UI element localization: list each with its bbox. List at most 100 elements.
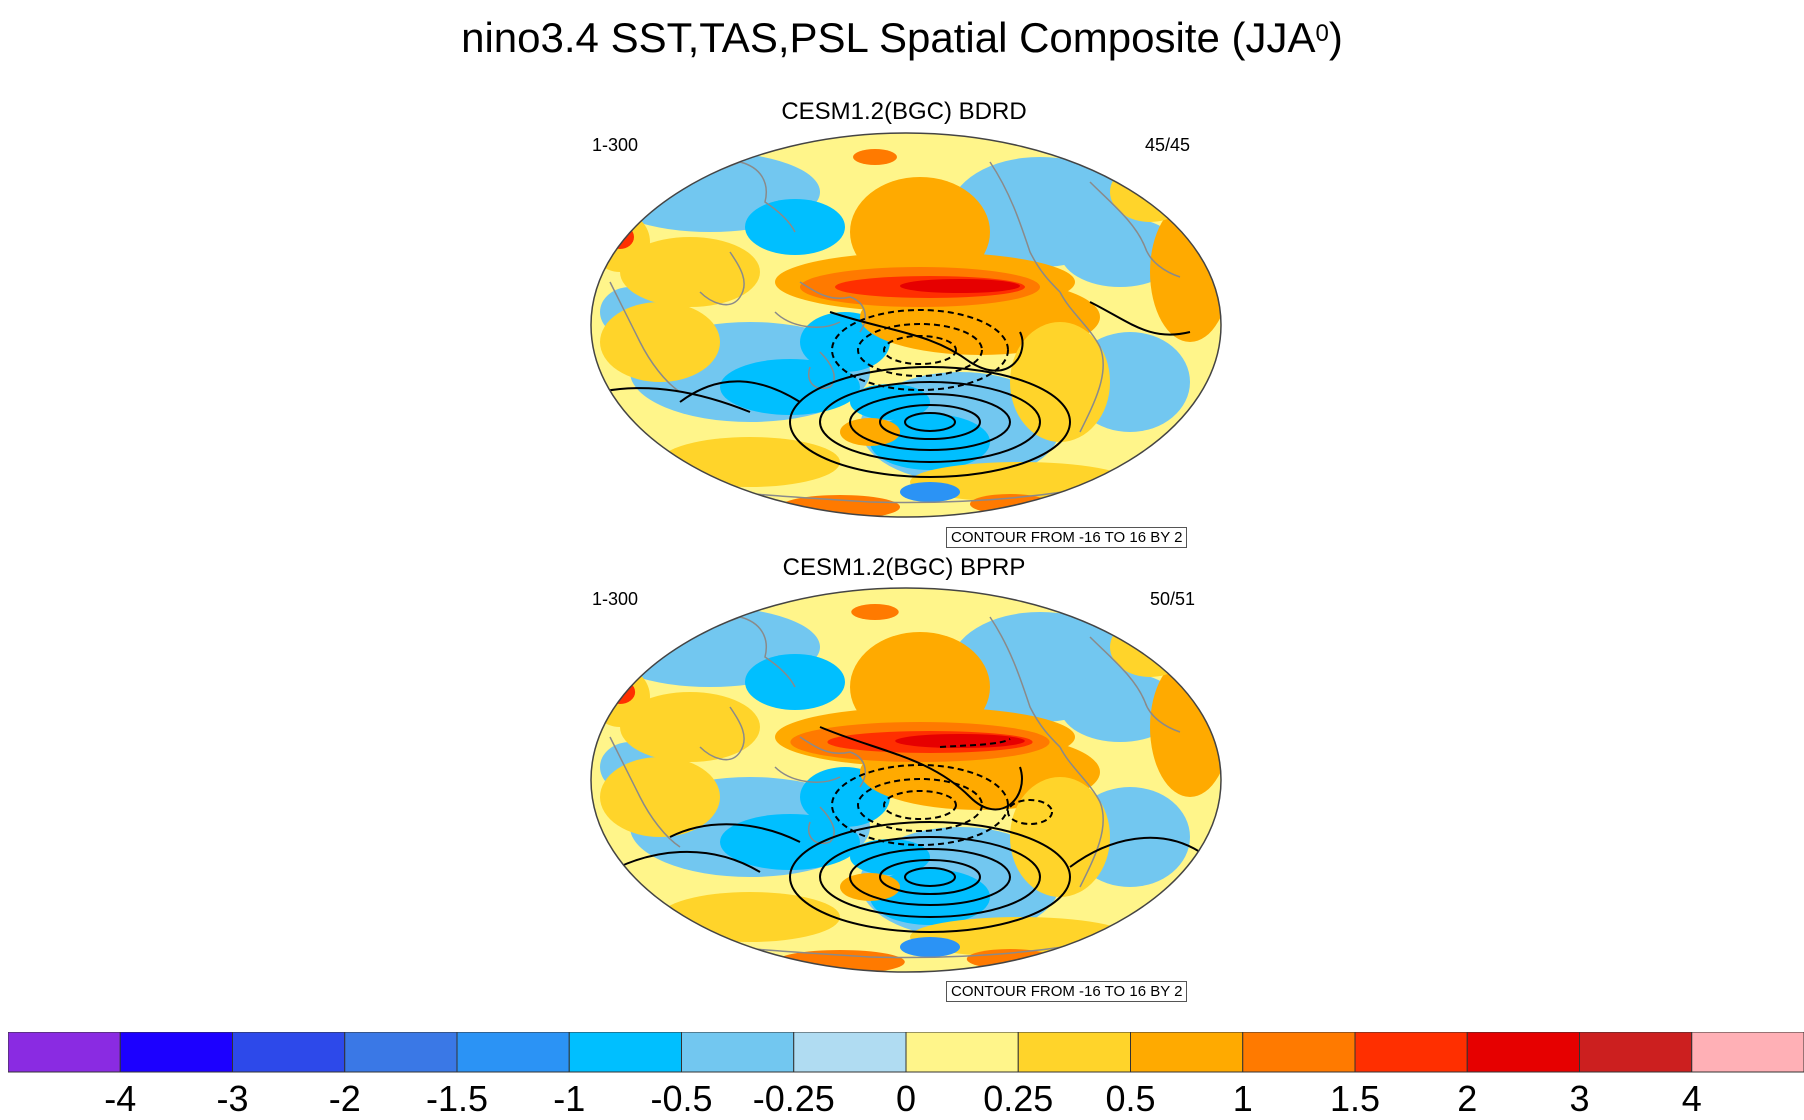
anomaly-region <box>840 873 900 901</box>
colorbar-swatch <box>1579 1032 1693 1073</box>
panel-2-left-label: 1-300 <box>592 589 639 609</box>
positive-psl-contour <box>819 381 1041 463</box>
colorbar <box>8 1032 1804 1073</box>
anomaly-region <box>853 149 897 165</box>
colorbar-tick-label: -4 <box>104 1078 137 1119</box>
anomaly-region <box>660 892 840 942</box>
anomaly-region <box>851 604 899 620</box>
panel-2-contour-note: CONTOUR FROM -16 TO 16 BY 2 <box>946 981 1188 1002</box>
anomaly-region <box>1150 657 1221 797</box>
anomaly-region <box>1150 202 1221 342</box>
anomaly-region <box>850 384 930 420</box>
anomaly-region <box>720 359 860 415</box>
colorbar-tick-label: 2 <box>1457 1078 1478 1119</box>
colorbar-tick-label: -2 <box>328 1078 361 1119</box>
coastline <box>774 766 841 783</box>
colorbar-swatch <box>344 1032 458 1073</box>
positive-psl-contour <box>1069 836 1201 868</box>
negative-psl-contour <box>883 335 957 365</box>
coastline <box>808 806 835 844</box>
positive-psl-contour <box>789 366 1071 478</box>
coastline <box>739 161 796 233</box>
colorbar-tick-label: -1.5 <box>425 1078 489 1119</box>
colorbar-tick-label: 1 <box>1232 1078 1253 1119</box>
positive-psl-contour <box>849 393 1011 451</box>
positive-psl-contour <box>669 823 801 843</box>
anomaly-region <box>850 839 930 875</box>
coastline <box>609 281 681 393</box>
colorbar-swatch <box>232 1032 346 1073</box>
colorbar-swatch <box>456 1032 570 1073</box>
panel-1-left-label: 1-300 <box>592 135 639 155</box>
positive-psl-contour <box>879 859 981 895</box>
positive-psl-contour <box>829 311 1024 372</box>
anomaly-region <box>775 950 905 972</box>
coastline <box>609 736 681 848</box>
anomaly-region <box>745 654 845 710</box>
colorbar-tick-label: 1.5 <box>1329 1078 1381 1119</box>
anomaly-region <box>720 814 860 870</box>
coastline <box>699 251 745 306</box>
coastline <box>1089 636 1181 733</box>
anomaly-region <box>780 495 900 517</box>
colorbar-swatch <box>681 1032 795 1073</box>
negative-psl-contour <box>831 309 1009 391</box>
anomaly-region <box>745 199 845 255</box>
negative-psl-contour <box>857 323 983 377</box>
anomaly-region <box>900 937 960 957</box>
coastline <box>1089 181 1181 278</box>
colorbar-swatch <box>793 1032 907 1073</box>
negative-psl-contour <box>857 778 983 832</box>
figure-title: nino3.4 SST,TAS,PSL Spatial Composite (J… <box>461 14 1343 61</box>
panel-2-title: CESM1.2(BGC) BPRP <box>782 554 1026 581</box>
panel-1-right-label: 45/45 <box>1145 135 1191 155</box>
positive-psl-contour <box>904 412 956 432</box>
panel-2-right-label: 50/51 <box>1150 589 1196 609</box>
positive-psl-contour <box>819 726 1023 811</box>
anomaly-region <box>1060 672 1180 742</box>
positive-psl-contour <box>879 404 981 440</box>
anomaly-region <box>620 692 760 762</box>
anomaly-region <box>870 869 990 925</box>
positive-psl-contour <box>1089 301 1191 336</box>
colorbar-tick-label: 0 <box>895 1078 917 1119</box>
anomaly-region <box>600 757 720 837</box>
panel-1-title: CESM1.2(BGC) BDRD <box>781 98 1027 125</box>
colorbar-swatch <box>1354 1032 1468 1073</box>
anomaly-region <box>1010 777 1110 897</box>
colorbar-swatch <box>1130 1032 1244 1073</box>
colorbar-tick-label: 0.25 <box>983 1078 1054 1119</box>
colorbar-tick-label: -0.5 <box>650 1078 713 1119</box>
positive-psl-contour <box>789 821 1071 933</box>
anomaly-region <box>840 418 900 446</box>
anomaly-region <box>1010 322 1110 442</box>
coastline <box>739 616 796 688</box>
negative-psl-contour <box>831 764 1009 846</box>
negative-psl-contour <box>939 738 1011 748</box>
anomaly-region <box>635 490 735 514</box>
positive-psl-contour <box>904 867 956 887</box>
anomaly-region <box>1060 217 1180 287</box>
colorbar-swatch <box>568 1032 682 1073</box>
colorbar-swatch <box>1242 1032 1356 1073</box>
coastline <box>808 351 835 389</box>
anomaly-region <box>631 945 739 969</box>
colorbar-swatch <box>8 1032 121 1073</box>
coastline <box>774 311 841 328</box>
panel-1-map <box>590 132 1222 518</box>
colorbar-swatch <box>1691 1032 1804 1073</box>
colorbar-swatch <box>905 1032 1019 1073</box>
anomaly-region <box>600 302 720 382</box>
colorbar-tick-label: -1 <box>553 1078 586 1119</box>
colorbar-swatch <box>1017 1032 1131 1073</box>
positive-psl-contour <box>599 387 751 413</box>
colorbar-tick-label: 0.5 <box>1105 1078 1156 1119</box>
coastline <box>699 706 745 761</box>
colorbar-swatch <box>119 1032 233 1073</box>
coastline <box>989 161 1061 293</box>
panel-1-contour-note: CONTOUR FROM -16 TO 16 BY 2 <box>946 527 1188 548</box>
positive-psl-contour <box>849 848 1011 906</box>
colorbar-tick-label: 4 <box>1681 1078 1702 1119</box>
colorbar-tick-label: 3 <box>1569 1078 1590 1119</box>
colorbar-tick-label: -0.25 <box>752 1078 835 1119</box>
